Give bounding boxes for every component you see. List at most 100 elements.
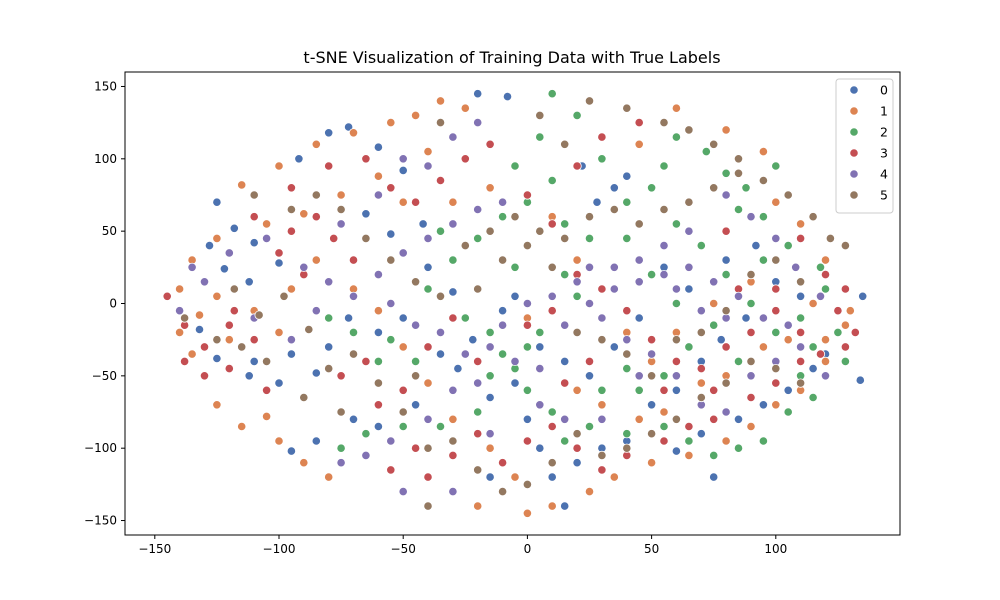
data-point-label-4 [386, 298, 396, 309]
data-point-label-0 [212, 197, 222, 207]
data-point-label-2 [808, 392, 818, 403]
data-point-label-1 [448, 414, 458, 424]
data-point-label-2 [815, 262, 826, 272]
data-point-label-5 [572, 327, 582, 337]
data-point-label-5 [659, 204, 669, 215]
data-point-label-3 [324, 161, 334, 171]
data-point-label-5 [460, 241, 470, 251]
data-point-label-5 [733, 154, 744, 164]
data-point-label-3 [820, 269, 831, 280]
data-point-label-4 [336, 219, 346, 229]
data-point-label-0 [244, 277, 254, 287]
data-point-label-1 [348, 128, 359, 138]
data-point-label-5 [522, 479, 533, 489]
data-point-label-4 [473, 204, 483, 215]
y-tick-label: 50 [102, 224, 117, 238]
data-point-label-1 [448, 197, 458, 207]
data-point-label-2 [423, 284, 433, 294]
data-point-label-5 [473, 465, 483, 475]
data-point-label-4 [522, 298, 533, 309]
data-point-label-0 [418, 219, 428, 229]
data-point-label-3 [386, 183, 396, 193]
data-point-label-0 [249, 356, 259, 366]
data-point-label-3 [473, 429, 483, 439]
data-point-label-3 [286, 226, 296, 236]
data-point-label-5 [261, 356, 272, 366]
data-point-label-3 [771, 284, 781, 294]
data-point-label-5 [324, 363, 334, 374]
legend-label-1: 1 [880, 104, 888, 119]
data-point-label-0 [609, 183, 619, 193]
data-point-label-5 [622, 349, 632, 359]
data-point-label-4 [187, 262, 197, 272]
data-point-label-3 [373, 400, 383, 410]
data-point-label-5 [497, 255, 508, 265]
data-point-label-1 [547, 501, 557, 511]
data-point-label-5 [361, 233, 371, 243]
data-point-label-5 [311, 190, 321, 200]
data-point-label-2 [684, 436, 694, 446]
data-point-label-3 [410, 443, 421, 453]
data-point-label-4 [336, 458, 346, 468]
data-point-label-0 [212, 353, 222, 364]
legend-marker-3 [849, 148, 859, 158]
y-tick-label: −50 [92, 369, 117, 383]
data-point-label-2 [709, 450, 719, 460]
data-point-label-0 [671, 446, 682, 456]
chart-title: t-SNE Visualization of Training Data wit… [303, 48, 720, 67]
legend-marker-1 [849, 106, 859, 116]
data-point-label-5 [696, 392, 706, 403]
data-point-label-2 [746, 298, 756, 309]
data-point-label-2 [646, 269, 657, 280]
data-point-label-0 [294, 154, 304, 164]
data-point-label-4 [448, 486, 458, 497]
data-point-label-3 [560, 378, 570, 388]
data-point-label-2 [460, 313, 470, 323]
data-point-label-4 [299, 262, 309, 272]
data-point-label-4 [671, 284, 682, 294]
data-point-label-2 [522, 385, 533, 395]
data-point-label-0 [286, 446, 296, 456]
data-point-label-2 [410, 356, 421, 366]
data-point-label-0 [435, 349, 446, 359]
data-point-label-4 [448, 385, 458, 395]
data-point-label-0 [311, 436, 321, 446]
data-point-label-3 [646, 335, 657, 345]
data-point-label-3 [815, 349, 826, 359]
data-point-label-3 [448, 450, 458, 460]
data-point-label-0 [560, 356, 570, 366]
data-point-label-4 [398, 486, 408, 497]
data-point-label-5 [279, 291, 289, 301]
data-point-label-1 [522, 508, 533, 518]
data-point-label-1 [820, 356, 831, 366]
data-point-label-5 [746, 269, 756, 280]
data-point-label-4 [609, 262, 619, 272]
data-point-label-4 [423, 233, 433, 243]
data-point-label-2 [435, 421, 446, 432]
data-point-label-2 [771, 327, 781, 337]
data-point-label-0 [229, 223, 239, 233]
data-point-label-1 [510, 472, 520, 482]
data-point-label-2 [634, 385, 644, 395]
data-point-label-0 [808, 363, 818, 374]
data-point-label-4 [423, 414, 433, 424]
legend-marker-0 [849, 85, 859, 95]
data-point-label-4 [721, 407, 731, 417]
data-point-label-4 [311, 306, 321, 316]
data-point-label-1 [771, 197, 781, 207]
data-point-label-5 [572, 429, 582, 439]
data-point-label-5 [560, 233, 570, 243]
data-point-label-1 [820, 255, 831, 265]
data-point-label-3 [522, 436, 533, 446]
data-point-label-1 [423, 378, 433, 388]
data-point-label-5 [473, 284, 483, 294]
data-point-label-1 [175, 284, 185, 294]
data-point-label-5 [771, 255, 781, 265]
data-point-label-2 [361, 429, 371, 439]
data-point-label-2 [547, 89, 557, 99]
data-point-label-3 [497, 458, 508, 468]
data-point-label-0 [343, 122, 354, 132]
data-point-label-1 [634, 139, 644, 149]
data-point-label-1 [808, 298, 818, 309]
data-point-label-4 [609, 284, 619, 294]
